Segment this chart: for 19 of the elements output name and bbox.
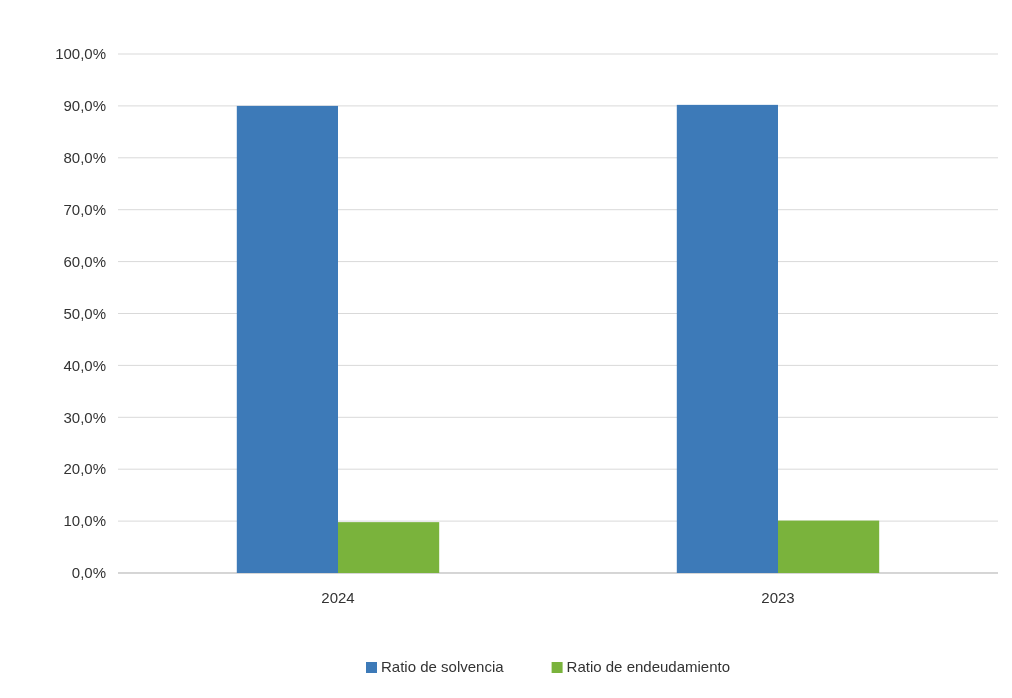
- bar: [676, 104, 778, 573]
- bar: [338, 522, 440, 573]
- y-tick-label: 70,0%: [63, 200, 106, 218]
- y-tick-label: 80,0%: [63, 149, 106, 167]
- y-tick-label: 100,0%: [55, 45, 106, 63]
- y-tick-label: 10,0%: [63, 512, 106, 530]
- y-tick-label: 90,0%: [63, 97, 106, 115]
- legend-label: Ratio de endeudamiento: [566, 658, 731, 675]
- y-tick-label: 20,0%: [63, 460, 106, 478]
- bar: [778, 520, 880, 573]
- x-tick-label: 2023: [761, 589, 795, 606]
- x-tick-label: 2024: [321, 589, 355, 606]
- y-tick-label: 60,0%: [63, 252, 106, 270]
- y-tick-label: 40,0%: [63, 356, 106, 374]
- legend-label: Ratio de solvencia: [381, 658, 505, 675]
- bar: [236, 105, 338, 573]
- y-tick-label: 30,0%: [63, 408, 106, 426]
- y-tick-label: 0,0%: [71, 564, 106, 582]
- y-tick-label: 50,0%: [63, 304, 106, 322]
